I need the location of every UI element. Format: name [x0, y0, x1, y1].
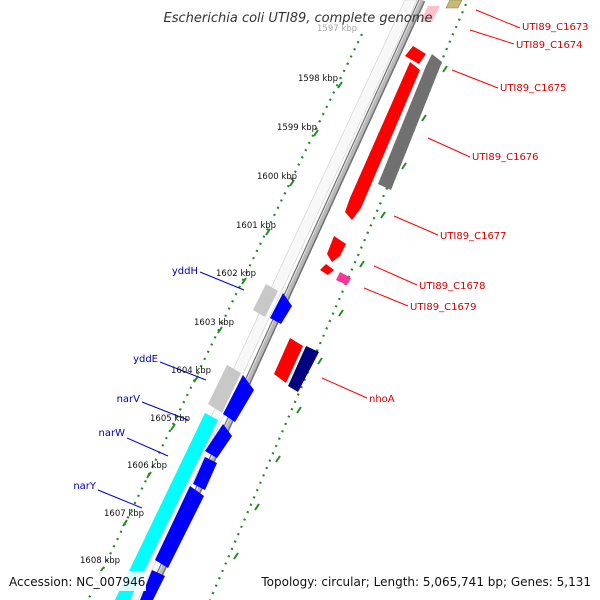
gene-label: nhoA: [369, 394, 395, 405]
tick-label: 1604 kbp: [171, 366, 211, 376]
gene-label: UTI89_C1679: [410, 302, 477, 313]
gene-utI89-c1674-red: [405, 46, 426, 64]
leader-lines-left: [97, 271, 245, 509]
gene-narw-blue: [193, 457, 217, 490]
gene-labels-left: yddH yddE narV narW narY: [73, 266, 198, 492]
gene-utI89-c1674-lightpink: [420, 6, 440, 22]
tick-marks-left: [98, 81, 343, 575]
gene-label: narV: [117, 394, 141, 405]
footer-bg-left: [6, 571, 146, 591]
accession-text: Accession: NC_007946: [9, 575, 145, 589]
gene-label: UTI89_C1674: [516, 40, 583, 51]
gene-nary-blue: [155, 486, 204, 568]
gene-narv-blue: [205, 424, 232, 458]
leader-lines-right: [321, 9, 521, 399]
tick-label: 1607 kbp: [104, 509, 144, 519]
gene-narx-blue: [140, 570, 165, 600]
gene-narv-cyan: [115, 413, 218, 600]
gene-utI89-c1677-red: [327, 236, 346, 262]
map-title: Escherichia coli UTI89, complete genome: [164, 11, 433, 26]
gene-yddh-lightgray: [253, 284, 278, 317]
gene-label: UTI89_C1673: [522, 22, 589, 33]
gene-label: UTI89_C1677: [440, 231, 507, 242]
gene-utI89-c1676-gray: [378, 54, 442, 190]
tick-label: 1601 kbp: [236, 221, 276, 231]
gene-label: UTI89_C1676: [472, 152, 539, 163]
gene-ydde-blue: [223, 375, 254, 422]
tick-label: 1602 kbp: [216, 269, 256, 279]
tick-label: 1608 kbp: [80, 556, 120, 566]
gene-label: yddH: [172, 266, 198, 277]
gene-utI89-c1678-red: [320, 264, 334, 275]
tick-label: 1605 kbp: [150, 414, 190, 424]
footer-bg-right: [258, 571, 594, 591]
gene-utI89-c1675-red: [345, 62, 420, 220]
gene-ydde-lightgray: [208, 365, 241, 413]
topology-text: Topology: circular; Length: 5,065,741 bp…: [260, 575, 591, 589]
gene-yddh-blue: [270, 293, 292, 324]
gene-labels-right: UTI89_C1673 UTI89_C1674 UTI89_C1675 UTI8…: [369, 22, 589, 405]
gene-nhoa-navy: [288, 346, 319, 392]
gene-label: narW: [99, 428, 126, 439]
inner-left-dotted-line: [87, 33, 363, 600]
gene-label: UTI89_C1675: [500, 83, 567, 94]
tick-label: 1597 kbp: [317, 24, 357, 34]
gene-utI89-c1679-pink: [336, 272, 351, 285]
tick-label: 1600 kbp: [257, 172, 297, 182]
tick-label: 1606 kbp: [127, 461, 167, 471]
gene-label: UTI89_C1678: [419, 281, 486, 292]
gene-nhoa-red: [274, 338, 303, 383]
gene-label: narY: [73, 481, 97, 492]
tick-label: 1598 kbp: [298, 74, 338, 84]
tick-marks-right: [233, 65, 448, 560]
tick-label: 1599 kbp: [277, 123, 317, 133]
gene-label: yddE: [133, 354, 158, 365]
tick-label: 1603 kbp: [194, 318, 234, 328]
gene-utI89-c1673-olive: [445, 0, 463, 9]
tick-labels: 1597 kbp 1598 kbp 1599 kbp 1600 kbp 1601…: [80, 24, 357, 566]
